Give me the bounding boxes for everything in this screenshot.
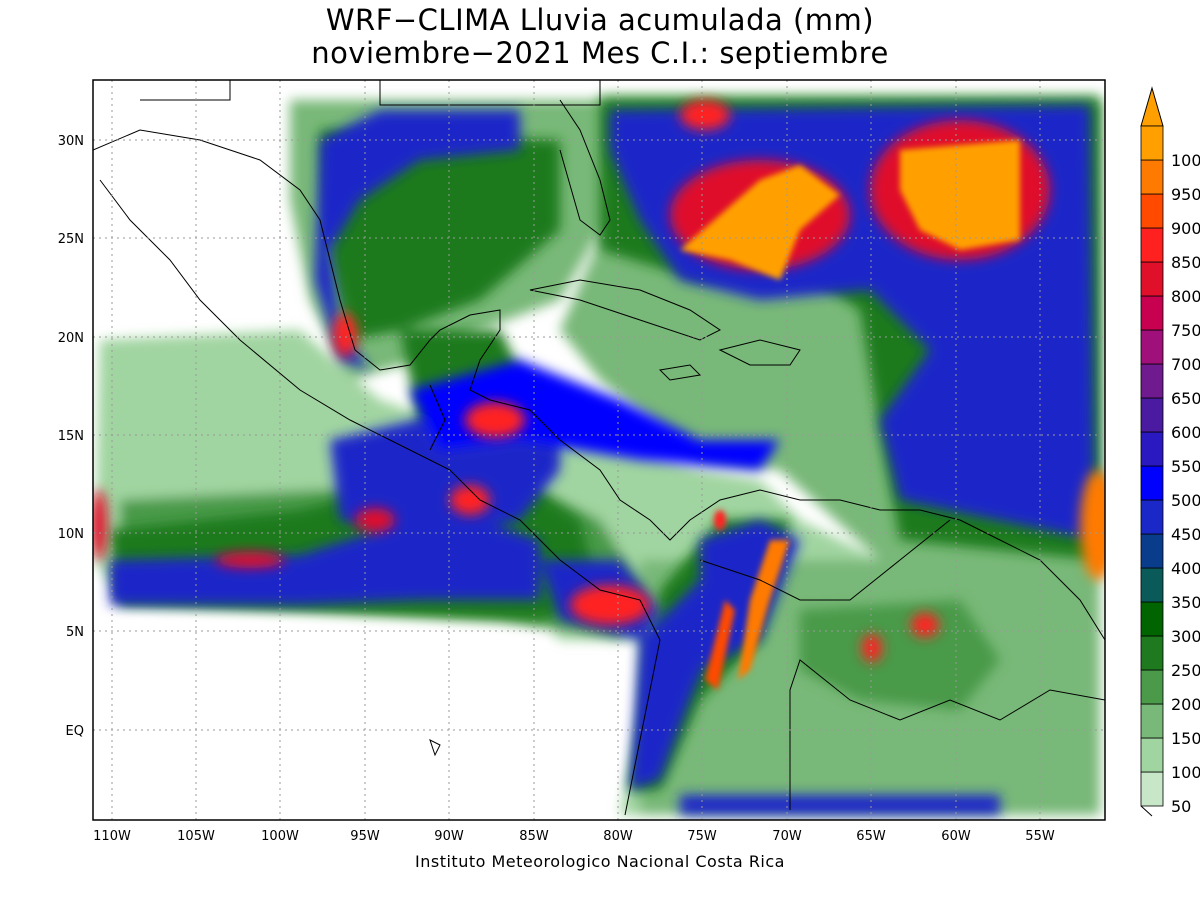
colorbar-swatch xyxy=(1140,703,1164,739)
institution-credit: Instituto Meteorologico Nacional Costa R… xyxy=(415,852,785,871)
colorbar-label: 50 xyxy=(1171,797,1191,816)
lon-tick-label: 65W xyxy=(856,829,886,844)
lon-tick-label: 85W xyxy=(519,829,549,844)
colorbar-swatch xyxy=(1140,635,1164,671)
colorbar-label: 950 xyxy=(1171,185,1200,204)
colorbar-label: 500 xyxy=(1171,491,1200,510)
colorbar-swatch xyxy=(1140,159,1164,195)
lon-tick-label: 80W xyxy=(603,829,633,844)
colorbar-label: 450 xyxy=(1171,525,1200,544)
lon-tick-label: 90W xyxy=(434,829,464,844)
lon-tick-label: 100W xyxy=(261,829,299,844)
lon-tick-label: 75W xyxy=(687,829,717,844)
colorbar-swatch xyxy=(1140,125,1164,161)
lon-tick-label: 60W xyxy=(941,829,971,844)
lon-axis: 110W 105W 100W 95W 90W 85W 80W 75W 70W 6… xyxy=(93,829,1055,844)
lat-tick-label: EQ xyxy=(66,724,84,739)
graticule xyxy=(93,80,1105,820)
colorbar-swatch xyxy=(1140,771,1164,807)
colorbar-swatch xyxy=(1140,261,1164,297)
lon-tick-label: 55W xyxy=(1025,829,1055,844)
colorbar-label: 350 xyxy=(1171,593,1200,612)
lon-tick-label: 105W xyxy=(177,829,215,844)
lat-tick-label: 10N xyxy=(58,527,84,542)
colorbar-swatch xyxy=(1140,601,1164,637)
lat-axis: 30N 25N 20N 15N 10N 5N EQ xyxy=(58,134,84,739)
colorbar-swatch xyxy=(1140,329,1164,365)
colorbar-swatch xyxy=(1140,227,1164,263)
colorbar-swatch xyxy=(1140,465,1164,501)
colorbar-label: 150 xyxy=(1171,729,1200,748)
colorbar-label: 1000 xyxy=(1171,151,1200,170)
colorbar-swatch xyxy=(1140,363,1164,399)
lat-tick-label: 30N xyxy=(58,134,84,149)
colorbar-label: 200 xyxy=(1171,695,1200,714)
colorbar-label: 100 xyxy=(1171,763,1200,782)
lon-tick-label: 95W xyxy=(350,829,380,844)
colorbar-label: 550 xyxy=(1171,457,1200,476)
colorbar-label: 400 xyxy=(1171,559,1200,578)
colorbar-swatch xyxy=(1140,567,1164,603)
colorbar: 50 100 150 200 250 300 350 400 450 500 550 600 650 70… xyxy=(1140,86,1200,817)
colorbar-swatch xyxy=(1140,295,1164,331)
colorbar-label: 850 xyxy=(1171,253,1200,272)
lat-tick-label: 20N xyxy=(58,331,84,346)
colorbar-swatch xyxy=(1140,397,1164,433)
lat-tick-label: 15N xyxy=(58,429,84,444)
colorbar-swatch xyxy=(1140,499,1164,535)
colorbar-label: 300 xyxy=(1171,627,1200,646)
colorbar-label: 700 xyxy=(1171,355,1200,374)
colorbar-max-arrow xyxy=(1140,86,1164,127)
colorbar-label: 650 xyxy=(1171,389,1200,408)
coastlines xyxy=(93,80,1105,816)
map-frame xyxy=(92,79,1106,821)
map-title-line1: WRF−CLIMA Lluvia acumulada (mm) xyxy=(325,3,875,37)
colorbar-label: 800 xyxy=(1171,287,1200,306)
colorbar-swatch xyxy=(1140,193,1164,229)
map-title-line2: noviembre−2021 Mes C.I.: septiembre xyxy=(311,36,889,70)
lon-tick-label: 70W xyxy=(772,829,802,844)
colorbar-label: 600 xyxy=(1171,423,1200,442)
lon-tick-label: 110W xyxy=(93,829,131,844)
precipitation-field xyxy=(93,80,1105,820)
lat-tick-label: 5N xyxy=(66,625,84,640)
colorbar-min-tail xyxy=(1140,805,1153,817)
colorbar-swatch xyxy=(1140,533,1164,569)
colorbar-swatch xyxy=(1140,669,1164,705)
colorbar-swatch xyxy=(1140,431,1164,467)
colorbar-label: 250 xyxy=(1171,661,1200,680)
colorbar-label: 900 xyxy=(1171,219,1200,238)
lat-tick-label: 25N xyxy=(58,232,84,247)
colorbar-swatch xyxy=(1140,737,1164,773)
colorbar-label: 750 xyxy=(1171,321,1200,340)
